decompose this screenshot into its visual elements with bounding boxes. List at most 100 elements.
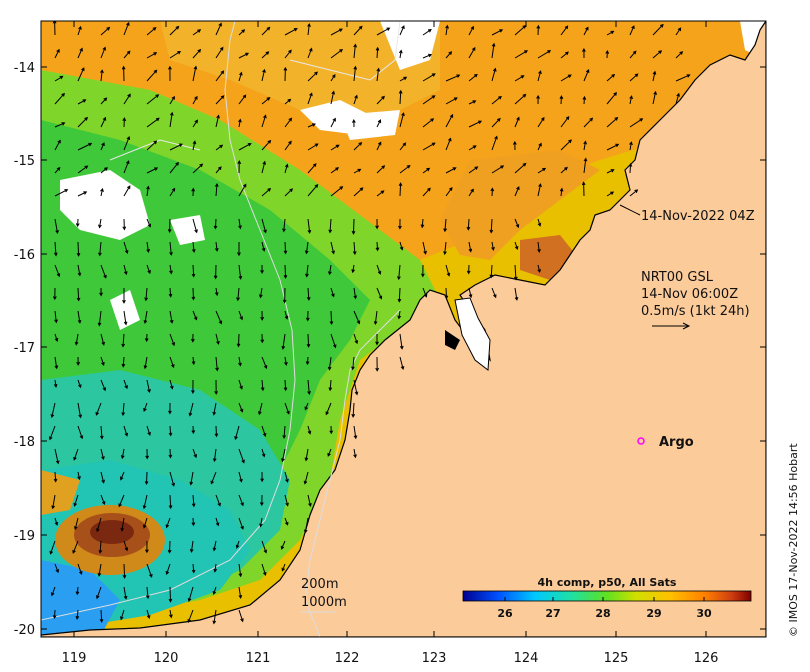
current-arrow — [397, 310, 402, 320]
current-arrow — [282, 218, 286, 233]
current-arrow — [307, 183, 319, 197]
current-arrow — [582, 95, 587, 105]
current-arrow — [169, 310, 174, 324]
current-arrow — [629, 118, 644, 128]
current-arrow — [100, 264, 107, 279]
current-arrow — [169, 379, 174, 390]
current-arrow — [330, 117, 336, 128]
current-arrow — [560, 74, 572, 82]
current-arrow — [629, 189, 639, 197]
current-arrow — [353, 310, 361, 325]
current-arrow — [53, 471, 58, 483]
current-arrow — [260, 264, 264, 275]
x-axis: 119 120 121 122 123 124 125 126 — [62, 21, 719, 666]
current-arrow — [304, 448, 309, 462]
current-arrow — [422, 95, 436, 105]
y-tick-label: -15 — [14, 154, 35, 169]
current-arrow — [536, 94, 540, 105]
current-arrow — [123, 185, 131, 197]
current-arrow — [445, 97, 458, 105]
current-arrow — [95, 402, 102, 416]
current-arrow — [512, 140, 517, 151]
current-arrow — [100, 116, 107, 128]
current-arrow — [54, 448, 60, 465]
current-arrow — [422, 29, 432, 36]
current-arrow — [100, 97, 108, 105]
current-arrow — [283, 264, 288, 279]
current-arrow — [514, 162, 527, 174]
current-arrow — [303, 517, 309, 534]
current-arrow — [212, 540, 217, 552]
current-arrow — [307, 123, 316, 128]
current-arrow — [327, 448, 332, 457]
current-arrow — [422, 287, 428, 298]
current-arrow — [100, 379, 106, 392]
current-arrow — [260, 471, 264, 483]
current-arrow — [169, 609, 173, 619]
current-arrow — [76, 356, 81, 366]
current-arrow — [260, 310, 265, 321]
current-arrow — [51, 494, 56, 510]
current-arrow — [121, 402, 126, 417]
current-arrow — [238, 71, 243, 82]
current-arrow — [214, 182, 219, 197]
current-arrow — [145, 448, 150, 460]
current-arrow — [123, 241, 129, 254]
current-arrow — [560, 25, 569, 36]
current-arrow — [238, 183, 247, 197]
current-arrow — [583, 26, 589, 36]
current-arrow — [582, 47, 586, 59]
current-arrow — [514, 186, 520, 197]
current-arrow — [261, 160, 266, 174]
current-arrow — [100, 26, 111, 36]
current-arrow — [330, 28, 343, 36]
current-arrow — [468, 100, 477, 105]
current-arrow — [75, 586, 80, 596]
current-arrow — [146, 218, 152, 228]
current-arrow — [280, 540, 286, 550]
sst-time-label: 14-Nov-2022 04Z — [641, 209, 755, 224]
current-arrow — [145, 586, 150, 600]
current-arrow — [376, 190, 385, 197]
current-arrow — [54, 264, 61, 278]
current-arrow — [144, 287, 149, 302]
x-tick-label: 123 — [422, 651, 447, 666]
current-arrow — [261, 97, 271, 105]
current-arrow — [120, 609, 125, 621]
current-arrow — [77, 310, 82, 324]
current-arrow — [98, 540, 103, 554]
current-arrow — [142, 494, 148, 510]
current-arrow — [259, 494, 264, 507]
current-arrow — [376, 287, 383, 300]
current-arrow — [330, 90, 336, 105]
current-arrow — [306, 333, 311, 348]
current-arrow — [98, 218, 102, 229]
colorbar: 4h comp, p50, All Sats 26 27 28 29 30 — [462, 576, 752, 620]
current-arrow — [306, 287, 311, 301]
current-arrow — [234, 425, 240, 441]
y-axis: -14 -15 -16 -17 -18 -19 -20 — [14, 61, 766, 638]
current-arrow — [261, 425, 267, 437]
current-arrow — [376, 264, 382, 275]
current-arrow — [261, 563, 267, 577]
current-arrow — [238, 356, 242, 367]
current-arrow — [420, 264, 425, 278]
current-arrow — [168, 586, 173, 603]
current-arrow — [330, 48, 344, 59]
current-arrow — [169, 25, 180, 36]
current-arrow — [77, 402, 83, 419]
current-arrow — [238, 264, 243, 280]
current-arrow — [72, 540, 79, 554]
current-arrow — [353, 94, 358, 105]
current-arrow — [238, 563, 243, 578]
current-arrow — [560, 166, 568, 174]
current-arrow — [629, 50, 637, 59]
current-arrow — [168, 287, 173, 298]
current-arrow — [399, 241, 404, 251]
x-tick-label: 126 — [694, 651, 719, 666]
current-arrow — [123, 93, 131, 105]
isobath-200m-label: 200m — [301, 577, 338, 592]
current-arrow — [675, 92, 680, 105]
current-arrow — [123, 310, 128, 326]
current-arrow — [376, 165, 386, 174]
